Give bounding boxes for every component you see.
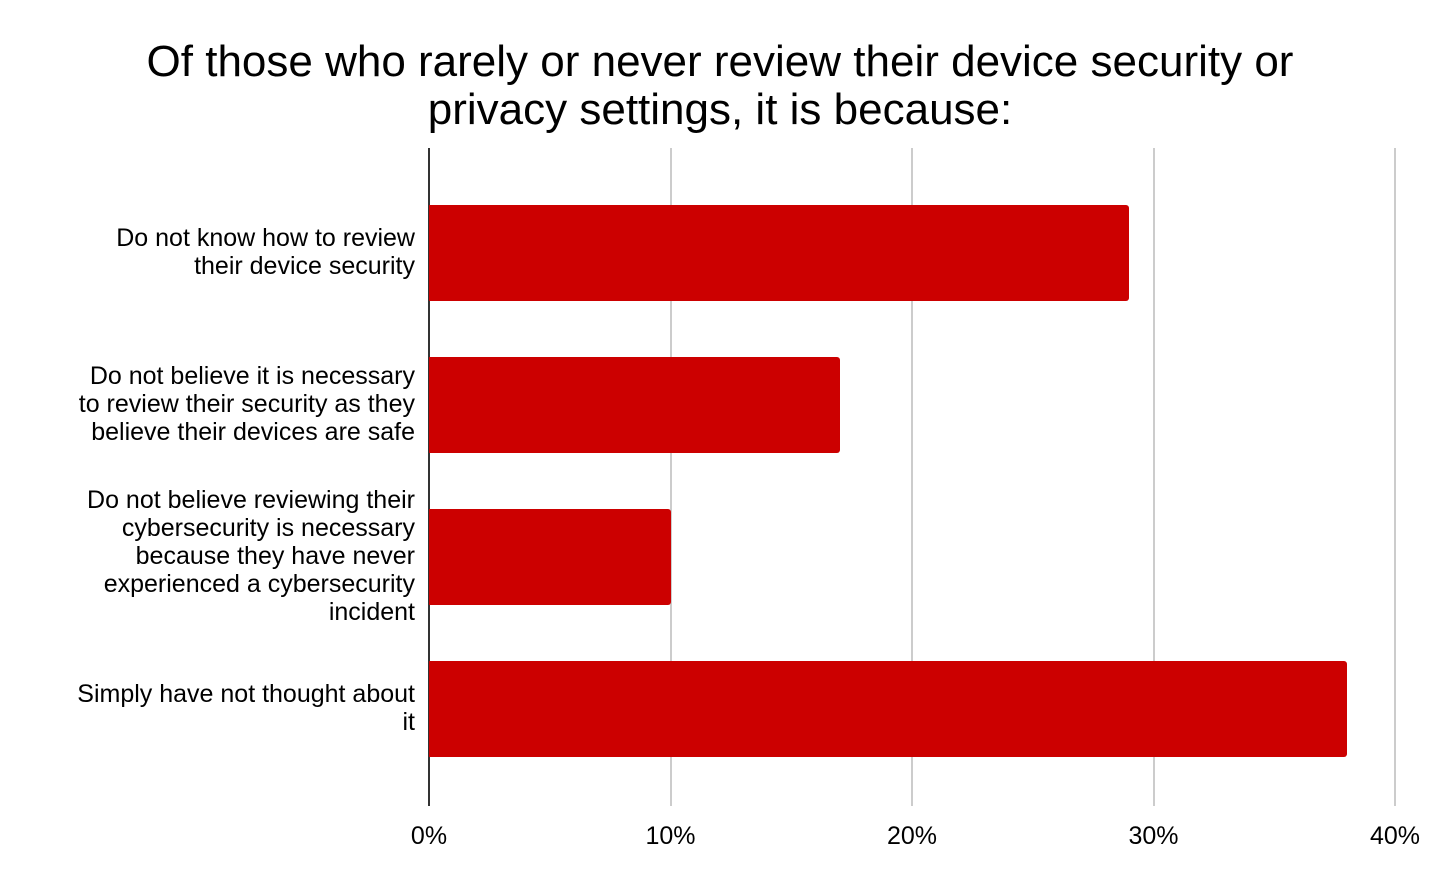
- y-axis-line: [428, 148, 430, 806]
- x-tick-label: 0%: [410, 822, 448, 850]
- category-label: Do not know how to review their device se…: [116, 224, 415, 280]
- plot-area: [428, 148, 1396, 806]
- gridline: [1152, 148, 1155, 806]
- gridline: [911, 148, 913, 806]
- x-tick-label: 40%: [1369, 822, 1421, 850]
- x-tick-label: 10%: [645, 822, 696, 850]
- category-label: Do not believe it is necessary to review …: [78, 362, 415, 446]
- bar: [429, 661, 1347, 757]
- gridline: [669, 148, 672, 806]
- category-label: Do not believe reviewing their cybersecur…: [87, 486, 415, 626]
- title-line-2: privacy settings, it is because:: [427, 85, 1013, 134]
- x-tick-label: 30%: [1128, 822, 1179, 850]
- bar: [429, 205, 1130, 301]
- chart-title: Of those who rarely or never review thei…: [0, 38, 1440, 134]
- x-tick-label: 20%: [886, 822, 938, 850]
- title-line-1: Of those who rarely or never review thei…: [146, 37, 1294, 86]
- bar: [429, 509, 671, 605]
- bar: [429, 357, 840, 453]
- gridline: [1394, 148, 1396, 806]
- category-label: Simply have not thought about it: [77, 680, 415, 736]
